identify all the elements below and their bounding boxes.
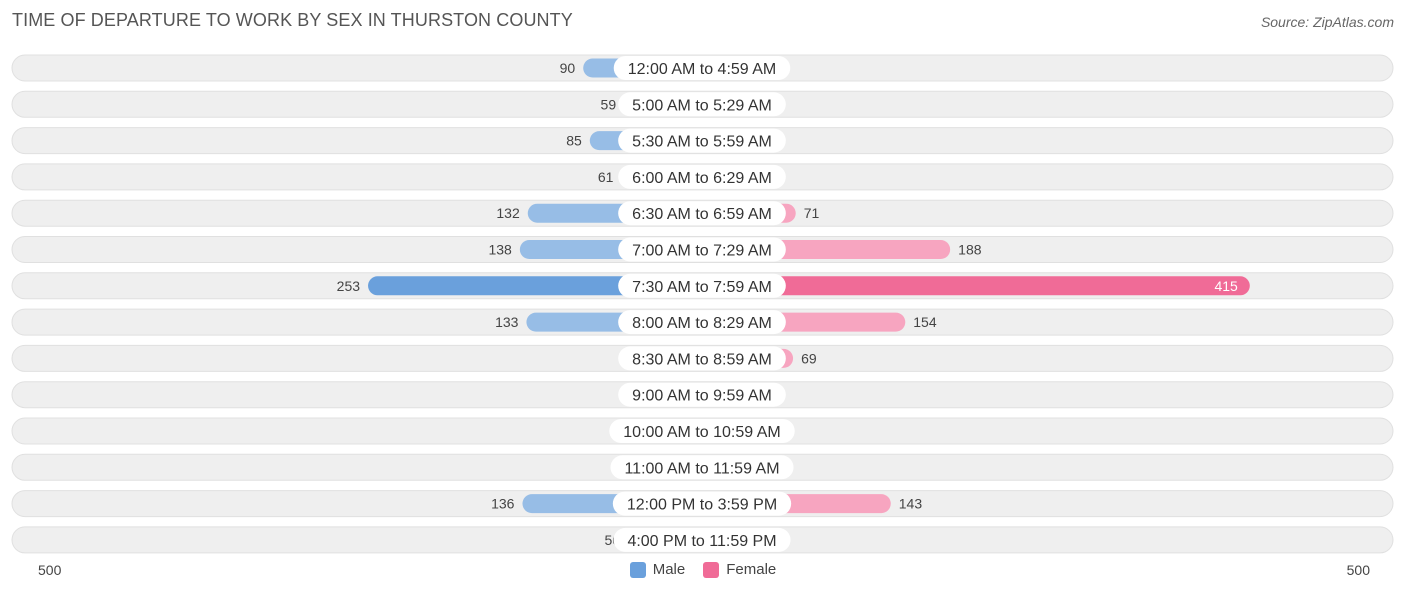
category-pill bbox=[610, 455, 794, 480]
category-label: 11:00 AM to 11:59 AM bbox=[624, 460, 779, 477]
female-bar bbox=[702, 276, 1250, 296]
source-label: Source: ZipAtlas.com bbox=[1260, 14, 1394, 30]
legend-item-female: Female bbox=[703, 561, 776, 578]
category-label: 10:00 AM to 10:59 AM bbox=[623, 424, 780, 441]
male-value-label: 85 bbox=[566, 133, 582, 149]
category-label: 9:00 AM to 9:59 AM bbox=[632, 388, 772, 405]
category-pill bbox=[612, 491, 792, 516]
category-label: 7:00 AM to 7:29 AM bbox=[632, 243, 772, 260]
male-value-label: 133 bbox=[495, 314, 519, 330]
female-value-label: 69 bbox=[801, 350, 817, 366]
legend-swatch-female bbox=[703, 561, 720, 578]
female-value-label: 143 bbox=[899, 496, 923, 512]
male-value-label: 61 bbox=[598, 169, 614, 185]
category-pill bbox=[618, 310, 786, 335]
category-pill bbox=[618, 92, 786, 117]
axis-label-left: 500 bbox=[38, 562, 62, 578]
chart-title: TIME OF DEPARTURE TO WORK BY SEX IN THUR… bbox=[12, 10, 573, 30]
category-label: 12:00 PM to 3:59 PM bbox=[627, 497, 777, 514]
female-value-label: 71 bbox=[804, 205, 820, 221]
category-pill bbox=[618, 164, 786, 189]
category-pill bbox=[618, 128, 786, 153]
category-label: 8:00 AM to 8:29 AM bbox=[632, 315, 772, 332]
female-value-label: 188 bbox=[958, 242, 982, 258]
category-pill bbox=[618, 201, 786, 226]
male-value-label: 138 bbox=[488, 242, 512, 258]
category-pill bbox=[618, 382, 786, 407]
legend-item-male: Male bbox=[629, 561, 686, 578]
male-value-label: 132 bbox=[496, 205, 520, 221]
category-label: 6:00 AM to 6:29 AM bbox=[632, 170, 772, 187]
category-label: 6:30 AM to 6:59 AM bbox=[632, 206, 772, 223]
category-label: 7:30 AM to 7:59 AM bbox=[632, 279, 772, 296]
legend-label-female: Female bbox=[726, 561, 777, 578]
male-value-label: 90 bbox=[560, 60, 576, 76]
male-bar bbox=[368, 276, 702, 296]
category-pill bbox=[609, 419, 795, 443]
female-value-label: 415 bbox=[1214, 278, 1238, 294]
category-pill bbox=[613, 56, 791, 80]
category-label: 12:00 AM to 4:59 AM bbox=[628, 61, 777, 78]
male-value-label: 59 bbox=[601, 96, 617, 112]
category-label: 5:00 AM to 5:29 AM bbox=[632, 97, 772, 114]
category-label: 4:00 PM to 11:59 PM bbox=[627, 533, 776, 550]
category-pill bbox=[618, 273, 786, 298]
axis-label-right: 500 bbox=[1346, 562, 1370, 578]
category-label: 5:30 AM to 5:59 AM bbox=[632, 134, 772, 151]
category-label: 8:30 AM to 8:59 AM bbox=[632, 351, 772, 368]
legend: Male Female bbox=[0, 561, 1406, 578]
male-value-label: 136 bbox=[491, 496, 515, 512]
category-pill bbox=[618, 346, 786, 371]
female-value-label: 154 bbox=[913, 314, 937, 330]
legend-label-male: Male bbox=[652, 561, 686, 578]
male-value-label: 253 bbox=[337, 278, 361, 294]
category-pill bbox=[613, 527, 791, 552]
legend-swatch-male bbox=[629, 561, 646, 578]
category-pill bbox=[618, 237, 786, 262]
